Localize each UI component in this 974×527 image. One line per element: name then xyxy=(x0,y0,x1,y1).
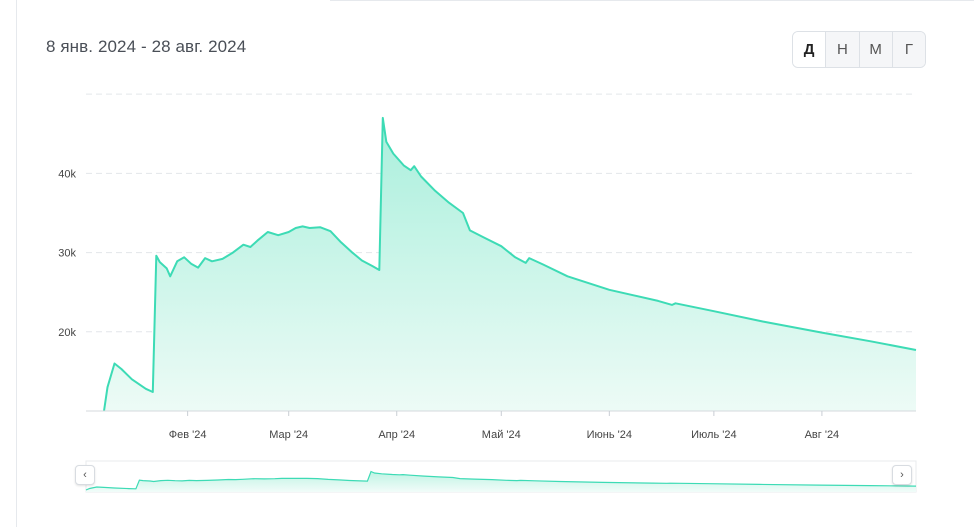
chevron-left-icon: ‹ xyxy=(83,469,87,481)
period-week-button[interactable]: Н xyxy=(825,32,859,67)
period-selector: Д Н М Г xyxy=(792,31,926,68)
y-tick-label: 30k xyxy=(58,248,76,260)
chart-card xyxy=(16,0,974,527)
top-divider xyxy=(330,0,974,1)
period-year-button[interactable]: Г xyxy=(891,32,925,67)
x-tick-label: Авг '24 xyxy=(805,429,840,441)
x-tick-label: Фев '24 xyxy=(169,429,207,441)
x-tick-label: Июнь '24 xyxy=(587,429,632,441)
period-day-button[interactable]: Д xyxy=(793,32,826,67)
x-tick-label: Апр '24 xyxy=(378,429,415,441)
y-tick-label: 20k xyxy=(58,327,76,339)
series-line xyxy=(103,116,917,412)
navigator-scroll-left-button[interactable]: ‹ xyxy=(75,465,95,485)
x-tick-label: Мар '24 xyxy=(269,429,308,441)
chevron-right-icon: › xyxy=(900,469,904,481)
navigator-scroll-right-button[interactable]: › xyxy=(892,465,912,485)
series-area-fill xyxy=(104,117,916,412)
y-tick-label: 40k xyxy=(58,168,76,180)
x-tick-label: Июль '24 xyxy=(691,429,736,441)
navigator-line xyxy=(85,470,917,491)
x-tick-label: Май '24 xyxy=(482,429,521,441)
period-month-button[interactable]: М xyxy=(858,32,892,67)
date-range-title: 8 янв. 2024 - 28 авг. 2024 xyxy=(46,37,247,56)
navigator-area-fill xyxy=(86,471,916,492)
